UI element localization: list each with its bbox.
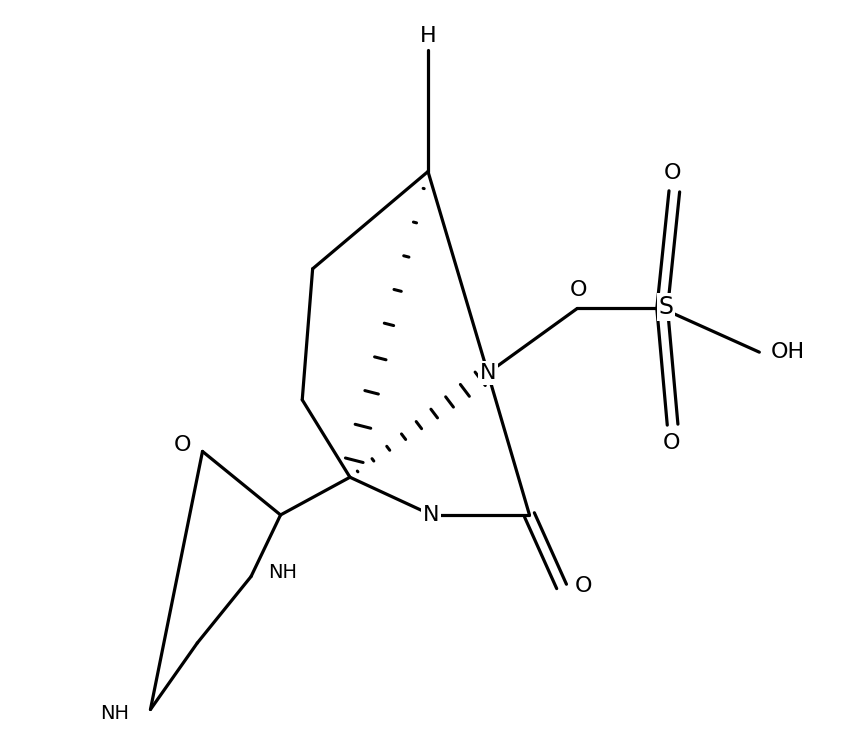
- Text: H: H: [419, 25, 437, 46]
- Text: N: N: [423, 505, 440, 525]
- Text: N: N: [479, 363, 496, 383]
- Text: O: O: [664, 163, 681, 183]
- Text: O: O: [575, 577, 592, 596]
- Text: S: S: [658, 295, 674, 319]
- Text: NH: NH: [268, 563, 297, 582]
- Text: O: O: [570, 280, 587, 300]
- Text: OH: OH: [770, 342, 805, 362]
- Text: O: O: [174, 435, 191, 456]
- Text: NH: NH: [100, 704, 129, 723]
- Text: O: O: [663, 433, 680, 453]
